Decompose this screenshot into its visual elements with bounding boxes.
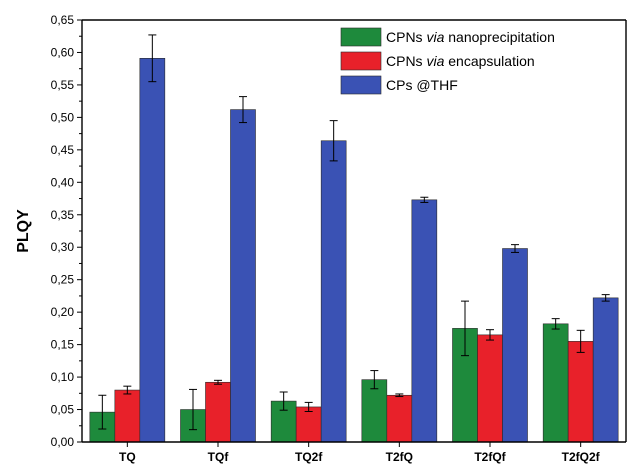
error-bar-0-t2fq2f xyxy=(551,318,560,330)
y-tick-label: 0,65 xyxy=(51,13,75,27)
y-tick-label: 0,50 xyxy=(51,110,75,124)
error-bar-1-tqf xyxy=(214,379,222,385)
error-bar-2-tq2f xyxy=(329,120,338,162)
error-bar-1-t2fq xyxy=(395,393,404,398)
y-tick-label: 0,00 xyxy=(51,435,75,449)
bar-1-tqf xyxy=(205,381,231,443)
y-tick-label: 0,10 xyxy=(51,370,75,384)
bar-0-t2fq2f xyxy=(542,323,569,443)
error-bar-1-t2fqf xyxy=(486,329,494,341)
y-tick-label: 0,05 xyxy=(51,403,75,417)
bar-1-tq xyxy=(114,389,141,443)
error-bar-1-tq2f xyxy=(304,401,313,412)
y-tick-label: 0,25 xyxy=(51,273,75,287)
y-tick-label: 0,15 xyxy=(51,338,75,352)
bar-1-t2fq xyxy=(386,394,413,443)
error-bar-2-t2fq xyxy=(420,196,429,203)
bar-2-tqf xyxy=(230,109,256,443)
y-tick-label: 0,45 xyxy=(51,143,75,157)
x-tick-label-tqf: TQf xyxy=(208,450,230,464)
error-bar-0-t2fq xyxy=(370,370,379,390)
bar-2-t2fqf xyxy=(502,248,528,443)
y-tick-label: 0,60 xyxy=(51,45,75,59)
error-bar-0-tqf xyxy=(189,388,197,431)
error-bar-0-tq xyxy=(98,394,107,430)
legend-swatch-2 xyxy=(340,75,382,95)
y-axis-title: PLQY xyxy=(15,209,32,253)
y-tick-label: 0,20 xyxy=(51,305,75,319)
error-bar-2-tqf xyxy=(239,96,247,124)
legend-label-2: CPs @THF xyxy=(386,77,458,93)
error-bar-2-t2fq2f xyxy=(601,294,610,302)
bar-2-t2fq2f xyxy=(592,297,619,443)
x-tick-label-t2fq: T2fQ xyxy=(386,450,413,464)
error-bar-1-t2fq2f xyxy=(576,329,585,353)
x-tick-label-tq2f: TQ2f xyxy=(295,450,323,464)
bar-2-t2fq xyxy=(411,199,438,443)
y-tick-label: 0,30 xyxy=(51,240,75,254)
y-tick-label: 0,35 xyxy=(51,208,75,222)
x-tick-label-t2fq2f: T2fQ2f xyxy=(562,450,601,464)
error-bar-2-tq xyxy=(148,34,157,83)
error-bar-0-tq2f xyxy=(279,391,288,411)
x-tick-label-t2fqf: T2fQf xyxy=(474,450,506,464)
legend-swatch-1 xyxy=(340,51,382,71)
y-tick-label: 0,55 xyxy=(51,78,75,92)
error-bar-0-t2fqf xyxy=(461,300,469,357)
bar-2-tq xyxy=(139,58,166,443)
legend-swatch-0 xyxy=(340,27,382,47)
x-tick-label-tq: TQ xyxy=(119,450,136,464)
error-bar-2-t2fqf xyxy=(511,244,519,253)
y-tick-label: 0,40 xyxy=(51,175,75,189)
error-bar-1-tq xyxy=(123,385,132,395)
bar-1-tq2f xyxy=(295,406,322,443)
bar-1-t2fq2f xyxy=(567,341,594,443)
legend-label-1: CPNs via encapsulation xyxy=(386,53,535,69)
legend-label-0: CPNs via nanoprecipitation xyxy=(386,29,555,45)
bar-2-tq2f xyxy=(320,140,347,443)
bar-1-t2fqf xyxy=(477,334,503,443)
